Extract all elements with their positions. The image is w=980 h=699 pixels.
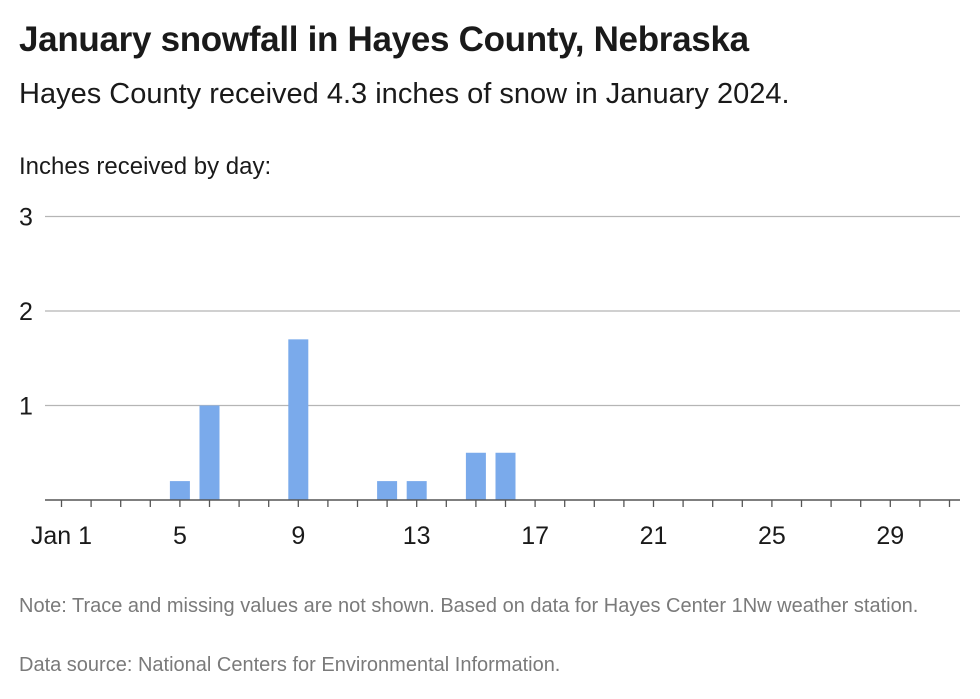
- x-tick-label: 17: [521, 522, 549, 550]
- x-tick-label: 5: [173, 522, 187, 550]
- chart-note: Note: Trace and missing values are not s…: [19, 595, 919, 617]
- bar: [169, 481, 190, 500]
- bar: [465, 452, 486, 500]
- x-tick-label: 9: [291, 522, 305, 550]
- x-axis: Jan 1 5 9 13 17 21 25 29: [31, 499, 960, 550]
- x-tick-label: 13: [403, 522, 431, 550]
- bar: [406, 481, 427, 500]
- bar: [199, 405, 220, 500]
- bar: [495, 452, 516, 500]
- y-axis-label: Inches received by day:: [19, 153, 272, 180]
- y-tick-label: 1: [19, 393, 33, 421]
- y-tick-label: 3: [19, 204, 33, 232]
- bars: [169, 339, 516, 500]
- x-tick-label: 21: [640, 522, 668, 550]
- gridlines: 1 2 3: [19, 204, 960, 421]
- x-tick-label: 29: [876, 522, 904, 550]
- bar: [288, 339, 309, 500]
- bar: [377, 481, 398, 500]
- data-source: Data source: National Centers for Enviro…: [19, 654, 561, 676]
- y-tick-label: 2: [19, 298, 33, 326]
- chart-subtitle: Hayes County received 4.3 inches of snow…: [19, 78, 790, 110]
- snowfall-bar-chart: 1 2 3 Jan 1 5 9 13 17 21 25 29: [19, 204, 960, 550]
- x-tick-label: 25: [758, 522, 786, 550]
- chart-title: January snowfall in Hayes County, Nebras…: [19, 20, 749, 59]
- x-tick-label: Jan 1: [31, 522, 92, 550]
